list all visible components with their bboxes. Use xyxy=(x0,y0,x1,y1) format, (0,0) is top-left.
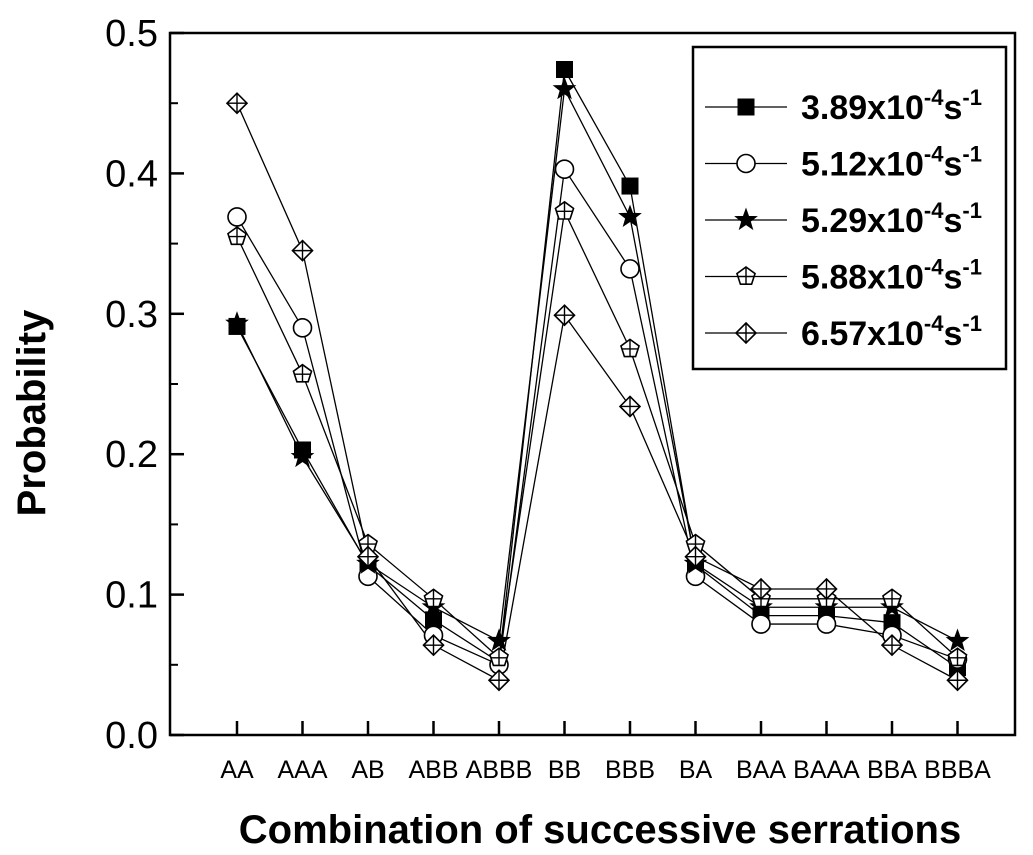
legend-label: 5.88x10-4s-1 xyxy=(801,255,982,297)
data-point xyxy=(945,628,970,652)
data-point xyxy=(292,363,313,383)
y-axis: 0.0 0.1 0.2 0.3 0.4 0.5 xyxy=(105,13,184,757)
legend-marker xyxy=(734,207,758,231)
data-point xyxy=(815,577,838,601)
data-point xyxy=(553,304,576,327)
x-tick-label: BA xyxy=(679,756,713,784)
x-axis-title: Combination of successive serrations xyxy=(239,808,961,852)
data-point xyxy=(225,311,249,334)
legend-label: 5.12x10-4s-1 xyxy=(801,142,982,184)
x-tick-label: BB xyxy=(548,756,581,784)
x-tick-label: AAA xyxy=(277,756,327,784)
legend-marker xyxy=(736,266,756,285)
data-point xyxy=(292,318,313,338)
x-tick-label: ABB xyxy=(408,756,458,784)
data-point xyxy=(552,76,577,100)
y-tick-label: 0.3 xyxy=(105,294,158,336)
y-tick-label: 0.4 xyxy=(105,153,158,195)
data-point xyxy=(621,177,639,195)
data-point xyxy=(358,566,378,587)
data-point xyxy=(751,614,771,634)
y-tick-label: 0.2 xyxy=(105,434,158,476)
x-tick-label: BBB xyxy=(605,756,655,784)
legend-marker xyxy=(737,98,755,116)
legend-label: 5.29x10-4s-1 xyxy=(801,198,982,240)
data-point xyxy=(946,669,969,692)
x-tick-label: BBBA xyxy=(924,756,991,784)
data-point xyxy=(487,669,511,692)
data-point xyxy=(556,61,573,79)
legend-marker xyxy=(736,153,756,174)
data-point xyxy=(618,395,642,418)
data-point xyxy=(227,207,247,227)
data-point xyxy=(749,577,773,601)
x-tick-label: AA xyxy=(220,756,254,784)
series-layer xyxy=(225,61,970,692)
x-tick-label: AB xyxy=(351,756,384,784)
data-point xyxy=(423,588,444,608)
data-point xyxy=(882,588,902,608)
data-point xyxy=(816,614,837,634)
series-line xyxy=(236,86,958,642)
data-point xyxy=(291,239,314,262)
x-axis: AA AAA AB ABB ABBB BB BBB BA BAA BAAA BBA BBBA xyxy=(220,721,991,784)
data-point xyxy=(620,338,640,358)
data-point xyxy=(225,92,249,115)
data-point xyxy=(489,647,509,667)
data-point xyxy=(880,634,904,657)
series-line xyxy=(236,102,958,682)
data-point xyxy=(422,634,445,657)
legend-marker xyxy=(734,321,758,345)
data-point xyxy=(620,259,640,279)
y-tick-label: 0.0 xyxy=(105,715,158,757)
y-tick-label: 0.5 xyxy=(105,13,158,55)
y-tick-label: 0.1 xyxy=(105,575,158,617)
data-point xyxy=(947,647,968,667)
legend-label: 3.89x10-4s-1 xyxy=(801,85,982,127)
data-point xyxy=(554,200,575,220)
x-tick-label: BBA xyxy=(867,756,917,784)
legend-label: 6.57x10-4s-1 xyxy=(801,311,982,353)
y-axis-title: Probability xyxy=(10,309,54,516)
data-point xyxy=(358,533,378,553)
data-point xyxy=(554,159,575,179)
data-point xyxy=(685,566,706,587)
x-tick-label: ABBB xyxy=(466,756,533,784)
data-point xyxy=(356,545,380,568)
legend: 3.89x10-4s-1 5.12x10-4s-1 5.29x10-4s-1 5.88… xyxy=(691,45,1008,371)
data-point xyxy=(618,204,642,228)
data-point xyxy=(684,545,707,568)
data-point xyxy=(227,226,247,246)
x-tick-label: BAA xyxy=(736,756,786,784)
data-point xyxy=(290,444,315,468)
x-tick-label: BAAA xyxy=(793,756,860,784)
series-line xyxy=(236,167,958,666)
data-point xyxy=(487,628,511,652)
